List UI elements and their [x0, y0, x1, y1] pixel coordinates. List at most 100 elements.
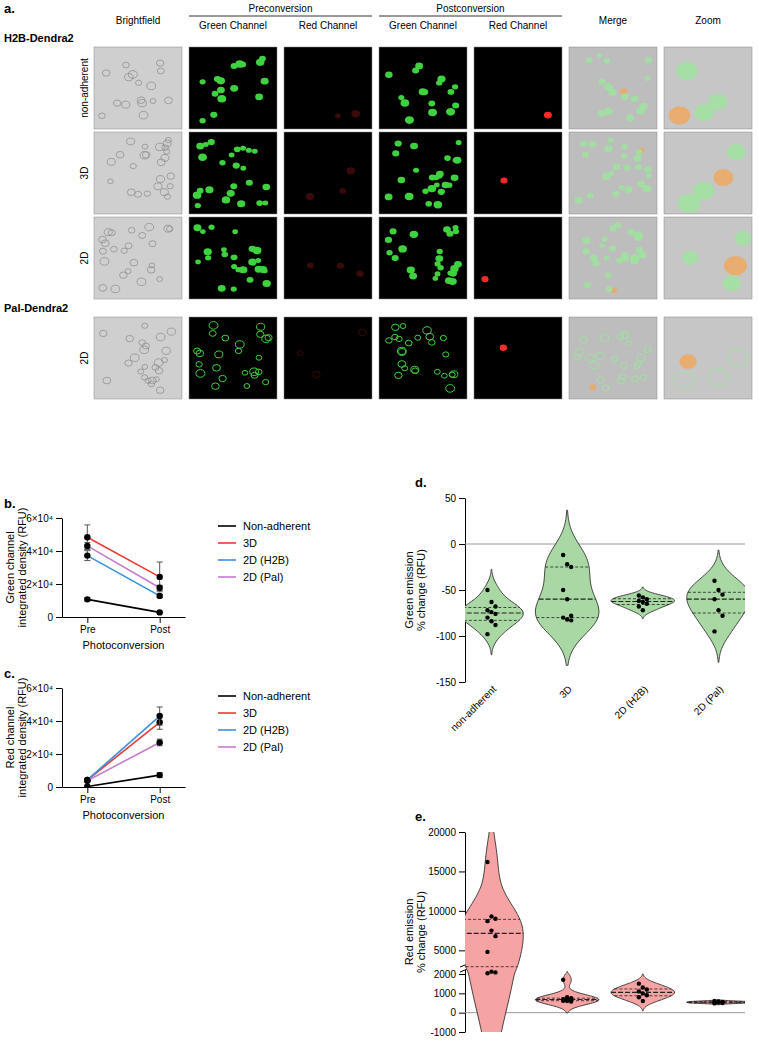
cell	[217, 87, 225, 94]
image-frame	[664, 317, 752, 399]
cell	[605, 273, 612, 279]
cell	[676, 62, 698, 80]
tick: -50	[442, 585, 465, 596]
cell	[240, 166, 246, 171]
cell	[253, 247, 262, 254]
group-rule	[189, 16, 372, 17]
cell	[604, 145, 613, 152]
row-label: 3D	[79, 167, 90, 180]
cell	[644, 76, 650, 81]
micrograph	[474, 317, 562, 399]
cell	[154, 183, 162, 190]
tick-mark	[56, 787, 62, 788]
cell	[410, 143, 418, 150]
marker	[489, 600, 493, 604]
cell	[108, 179, 114, 184]
marker	[641, 991, 645, 995]
cell	[130, 259, 138, 266]
marker	[569, 999, 573, 1003]
cell	[444, 155, 451, 161]
plot-area	[84, 525, 163, 616]
cell	[130, 163, 136, 168]
cell	[447, 270, 453, 275]
image-frame	[284, 47, 372, 129]
marker	[569, 565, 573, 569]
cell	[440, 335, 446, 340]
cell	[600, 335, 608, 342]
cell	[626, 114, 634, 121]
cell	[625, 186, 633, 193]
cell	[405, 116, 414, 124]
x-axis-title: Photoconversion	[83, 639, 165, 651]
tick-label: 3D	[557, 683, 574, 700]
cell	[351, 110, 360, 117]
cell	[147, 82, 156, 90]
cell	[410, 231, 419, 238]
marker	[637, 604, 641, 608]
micrograph	[474, 47, 562, 129]
cell	[450, 371, 458, 378]
marker	[720, 592, 724, 596]
marker	[493, 604, 497, 608]
cell	[251, 372, 258, 378]
error-bar	[157, 707, 163, 725]
axis-line	[62, 689, 63, 788]
cell	[219, 375, 226, 381]
cell	[575, 348, 583, 355]
panel-a: a.BrightfieldGreen ChannelRed ChannelGre…	[4, 1, 752, 399]
cell	[199, 118, 205, 123]
tick-mark	[56, 754, 62, 755]
cell	[398, 95, 404, 100]
tick-mark	[459, 950, 465, 951]
tick: 50	[445, 493, 465, 504]
cell	[597, 377, 604, 383]
cell	[122, 101, 130, 108]
cell	[125, 74, 134, 81]
tick-label: 4×10⁴	[26, 716, 53, 727]
cell	[481, 276, 488, 282]
group-rule	[379, 16, 562, 17]
tick: 2D (H2B)	[612, 682, 649, 721]
cell	[713, 169, 733, 186]
cell	[262, 201, 268, 206]
cell	[621, 144, 627, 149]
y-axis-title: integrated density (RFU)	[16, 508, 28, 628]
cell	[219, 160, 225, 165]
cell	[166, 226, 172, 231]
x-axis: non-adherent3D2D (H2B)2D (Pal)	[448, 682, 745, 733]
tick: 4×10⁴	[26, 546, 62, 557]
tick: 15000	[428, 866, 465, 877]
tick-label: 0	[47, 612, 53, 623]
micrograph	[189, 217, 277, 299]
cell	[231, 286, 237, 291]
tick-mark	[459, 590, 465, 591]
marker	[84, 777, 90, 783]
marker	[716, 608, 720, 612]
cell	[194, 348, 201, 354]
image-frame	[189, 47, 277, 129]
cell	[644, 166, 652, 172]
cell	[157, 159, 165, 166]
cell	[634, 361, 641, 367]
y-axis-title: Green channel	[4, 531, 16, 603]
micrograph	[189, 132, 277, 214]
cell	[255, 94, 263, 101]
cell	[435, 271, 441, 276]
marker	[645, 993, 649, 997]
legend-entry: 3D	[243, 707, 257, 719]
legend-entry: 2D (Pal)	[243, 741, 283, 753]
micrograph	[569, 317, 657, 399]
cell	[359, 329, 367, 336]
cell	[604, 58, 610, 63]
cell	[385, 72, 392, 78]
cell	[208, 139, 215, 145]
cell	[222, 335, 229, 341]
marker	[156, 574, 162, 580]
cell	[335, 113, 341, 118]
cell	[154, 359, 163, 367]
cell	[262, 335, 270, 342]
cell	[356, 270, 364, 276]
tick-label: 10000	[428, 906, 456, 917]
cell	[423, 327, 432, 334]
cell	[613, 163, 621, 170]
